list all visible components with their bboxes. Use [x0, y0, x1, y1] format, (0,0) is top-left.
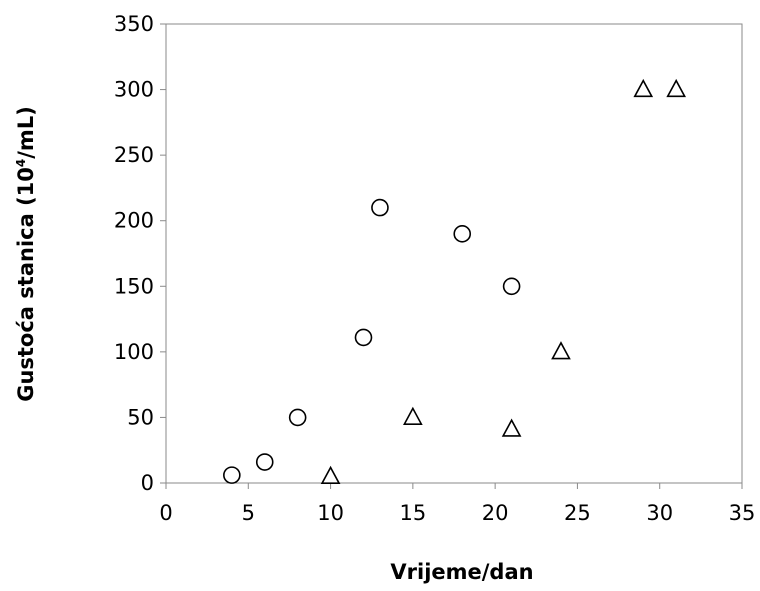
circle-data-point — [502, 277, 521, 296]
y-tick-label: 0 — [141, 471, 154, 495]
y-tick-label: 150 — [114, 274, 154, 298]
circle-data-point — [453, 225, 472, 243]
data-points — [223, 78, 687, 484]
y-axis-title: Gustoća stanica (104/mL) — [14, 106, 38, 402]
x-tick-label: 20 — [482, 501, 509, 525]
triangle-data-point — [666, 78, 687, 98]
plot-area — [165, 23, 743, 484]
y-tick-label: 100 — [114, 340, 154, 364]
circle-data-point — [255, 453, 274, 471]
circle-data-point — [223, 466, 241, 484]
circle-data-point — [288, 408, 307, 427]
y-axis-title-unit: /mL) — [14, 106, 38, 159]
circle-data-point — [371, 198, 389, 217]
y-tick-label: 350 — [114, 12, 154, 36]
y-tick-label: 50 — [127, 405, 154, 429]
triangle-data-point — [320, 465, 341, 484]
x-tick-label: 15 — [399, 501, 426, 525]
x-tick-label: 10 — [317, 501, 344, 525]
x-tick-label: 5 — [242, 501, 255, 525]
triangle-data-point — [403, 406, 423, 425]
y-tick-label: 200 — [114, 209, 154, 233]
x-axis-ticks: 0 5 10 15 20 25 30 35 — [159, 483, 755, 525]
y-tick-label: 300 — [114, 78, 154, 102]
x-tick-label: 25 — [564, 501, 591, 525]
x-axis-title: Vrijeme/dan — [390, 560, 533, 584]
triangle-data-point — [501, 418, 522, 437]
y-tick-label: 250 — [114, 143, 154, 167]
x-tick-label: 35 — [729, 501, 756, 525]
x-tick-label: 30 — [646, 501, 673, 525]
triangle-data-point — [633, 78, 654, 98]
y-axis-title-base: Gustoća stanica (10 — [14, 167, 38, 402]
y-axis-ticks: 0 50 100 150 200 250 300 350 — [114, 12, 166, 495]
y-axis-title-exponent: 4 — [14, 159, 28, 167]
circle-data-point — [354, 328, 373, 347]
triangle-data-point — [551, 341, 571, 360]
x-tick-label: 0 — [159, 501, 172, 525]
